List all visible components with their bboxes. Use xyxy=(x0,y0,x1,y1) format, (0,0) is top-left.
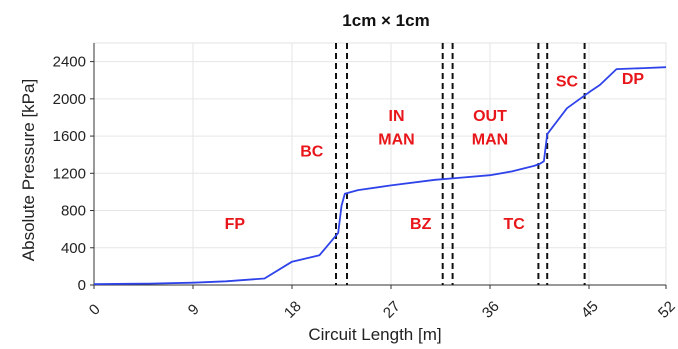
region-dividers xyxy=(335,43,586,285)
y-tick-label: 2000 xyxy=(53,91,86,108)
x-tick-label: 52 xyxy=(655,298,678,322)
axes xyxy=(93,43,666,286)
plot-frame xyxy=(93,42,667,286)
x-axis-ticks: 0 9 18 27 36 45 52 xyxy=(86,285,678,322)
x-tick-label: 0 xyxy=(86,301,104,319)
region-label: SC xyxy=(556,74,579,91)
series-group xyxy=(93,66,667,285)
x-tick-label: 45 xyxy=(578,298,602,322)
region-label: FP xyxy=(225,216,246,233)
region-label: IN xyxy=(389,108,405,125)
x-tick-label: 27 xyxy=(380,298,404,322)
y-axis-ticks: 0 400 800 1200 1600 2000 2400 xyxy=(53,54,94,294)
region-label: OUT xyxy=(473,108,507,125)
y-tick-label: 800 xyxy=(61,203,86,220)
pressure-series-line xyxy=(93,66,667,285)
region-labels: FP BC IN MAN BZ OUT MAN TC SC DP xyxy=(225,71,645,233)
y-tick-label: 1600 xyxy=(53,128,86,145)
region-label: BC xyxy=(300,144,324,161)
x-tick-label: 18 xyxy=(281,298,305,322)
x-tick-label: 9 xyxy=(185,301,203,319)
region-label: MAN xyxy=(472,131,508,148)
y-tick-label: 2400 xyxy=(53,54,86,71)
x-axis-label: Circuit Length [m] xyxy=(308,325,441,344)
region-label: MAN xyxy=(378,131,414,148)
grid xyxy=(94,43,666,285)
y-axis-label: Absolute Pressure [kPa] xyxy=(19,79,38,261)
region-label: TC xyxy=(504,216,526,233)
y-tick-label: 400 xyxy=(61,240,86,257)
x-tick-label: 36 xyxy=(479,298,503,322)
region-label: DP xyxy=(622,71,645,88)
y-tick-label: 0 xyxy=(78,277,86,294)
y-tick-label: 1200 xyxy=(53,165,86,182)
chart-title: 1cm × 1cm xyxy=(342,11,429,30)
region-label: BZ xyxy=(410,216,432,233)
